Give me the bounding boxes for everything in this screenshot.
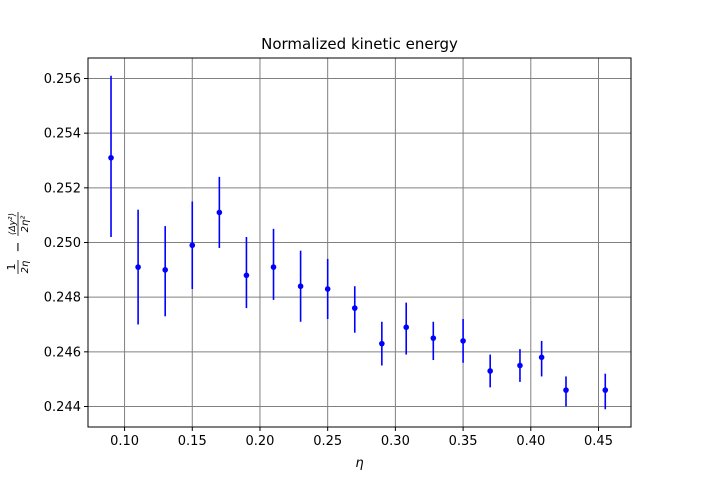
x-tick-label: 0.40	[516, 434, 545, 449]
data-point	[297, 283, 304, 290]
data-point	[403, 324, 410, 331]
y-label-frac2-denominator: 2η²	[20, 216, 31, 233]
y-axis-label: 1 2η − ⟨Δy²⟩ 2η²	[5, 212, 31, 274]
y-label-operator: −	[11, 242, 26, 253]
y-tick-label: 0.246	[44, 345, 81, 360]
data-point	[162, 267, 168, 273]
y-tick-label: 0.244	[44, 400, 81, 415]
data-point	[324, 286, 331, 292]
y-tick-label: 0.250	[44, 236, 81, 251]
y-label-frac1-numerator: 1	[5, 264, 18, 271]
y-tick-label: 0.254	[44, 127, 81, 142]
data-points	[108, 154, 609, 393]
y-axis-ticks: 0.244 0.246 0.248 0.250 0.252 0.254 0.256	[44, 72, 88, 415]
x-tick-label: 0.15	[178, 434, 207, 449]
data-point	[379, 340, 385, 347]
data-point	[351, 305, 358, 311]
x-tick-label: 0.45	[584, 434, 613, 449]
y-label-frac2-numerator: ⟨Δy²⟩	[8, 213, 18, 235]
data-point	[430, 335, 437, 341]
data-point	[538, 354, 545, 361]
x-tick-label: 0.10	[110, 434, 139, 449]
data-point	[563, 387, 569, 393]
data-point	[189, 242, 196, 249]
x-tick-label: 0.20	[245, 434, 274, 449]
x-axis-ticks: 0.10 0.15 0.20 0.25 0.30 0.35 0.40 0.45	[110, 427, 613, 449]
grid-lines	[88, 58, 631, 427]
x-tick-label: 0.30	[381, 434, 410, 449]
data-point	[108, 154, 114, 161]
y-tick-label: 0.252	[44, 181, 81, 196]
data-point	[270, 264, 277, 270]
x-tick-label: 0.25	[313, 434, 342, 449]
data-point	[602, 387, 609, 393]
data-point	[243, 272, 250, 279]
y-tick-label: 0.256	[44, 72, 81, 87]
x-axis-label: η	[355, 456, 363, 471]
data-point	[216, 209, 223, 216]
y-label-frac1-denominator: 2η	[20, 261, 31, 274]
data-point	[460, 338, 466, 344]
y-tick-label: 0.248	[44, 291, 81, 306]
chart-title: Normalized kinetic energy	[261, 35, 458, 53]
data-point	[487, 368, 493, 374]
data-point	[517, 362, 523, 369]
data-point	[135, 264, 141, 270]
x-tick-label: 0.35	[449, 434, 478, 449]
